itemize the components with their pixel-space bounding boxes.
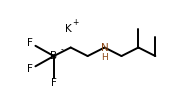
Text: F: F (51, 78, 57, 88)
Text: -: - (60, 46, 63, 55)
Text: F: F (27, 38, 33, 48)
Text: F: F (27, 64, 33, 74)
Text: N: N (101, 43, 108, 53)
Text: B: B (50, 51, 57, 61)
Text: H: H (101, 53, 108, 62)
Text: +: + (72, 18, 79, 27)
Text: K: K (64, 24, 71, 34)
